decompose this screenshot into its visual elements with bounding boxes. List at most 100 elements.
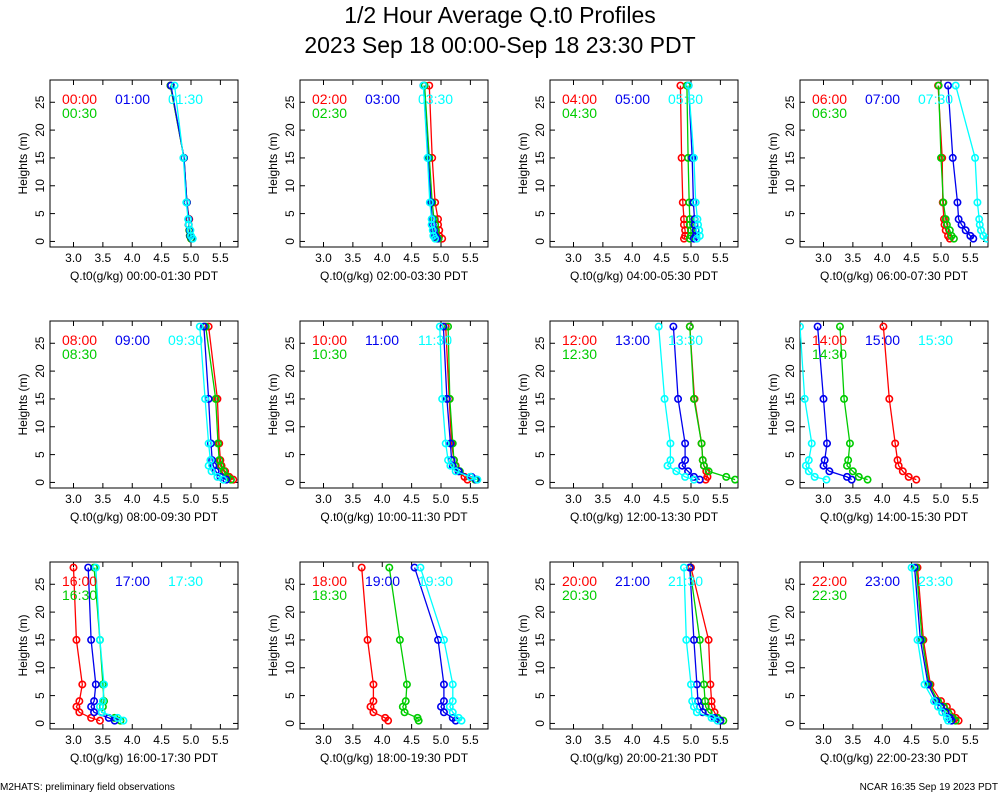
- x-tick-label: 3.5: [845, 251, 862, 265]
- legend-entry: 01:30: [168, 91, 203, 107]
- legend-entry: 17:30: [168, 573, 203, 589]
- series-line: [689, 326, 736, 481]
- data-point: [423, 153, 432, 162]
- x-tick-label: 5.0: [933, 251, 950, 265]
- x-tick-label: 4.0: [374, 733, 391, 747]
- x-tick-label: 4.0: [874, 251, 891, 265]
- data-point: [854, 472, 863, 481]
- x-tick-label: 4.5: [403, 733, 420, 747]
- y-tick-label: 20: [533, 123, 547, 137]
- x-tick-label: 3.5: [845, 492, 862, 506]
- data-point: [941, 215, 950, 224]
- data-point: [885, 394, 894, 403]
- data-point: [907, 563, 916, 572]
- data-point: [204, 322, 213, 331]
- data-point: [113, 713, 122, 722]
- x-tick-label: 4.0: [874, 733, 891, 747]
- data-point: [184, 215, 193, 224]
- data-point: [944, 81, 953, 90]
- y-tick-label: 5: [283, 451, 297, 458]
- data-point: [810, 472, 819, 481]
- data-point: [395, 635, 404, 644]
- x-tick-label: 3.0: [315, 492, 332, 506]
- data-point: [800, 322, 804, 331]
- legend-entry: 00:30: [62, 105, 97, 121]
- y-tick-label: 25: [283, 336, 297, 350]
- data-point: [804, 456, 813, 465]
- data-point: [419, 81, 428, 90]
- panel-frame: [549, 79, 739, 248]
- x-tick-label: 3.0: [65, 733, 82, 747]
- y-tick-label: 15: [533, 633, 547, 647]
- data-point: [213, 472, 222, 481]
- legend-entry: 13:00: [615, 332, 650, 348]
- y-axis-label: Heights (m): [766, 132, 780, 194]
- data-point: [75, 697, 84, 706]
- data-point: [446, 439, 455, 448]
- series-line: [439, 326, 478, 481]
- legend-entry: 09:30: [168, 332, 203, 348]
- x-axis-label: Q.t0(g/kg) 20:00-21:30 PDT: [570, 751, 719, 765]
- data-point: [920, 680, 929, 689]
- data-point: [681, 439, 690, 448]
- data-point: [938, 708, 947, 717]
- data-point: [823, 439, 832, 448]
- y-tick-label: 0: [283, 238, 297, 245]
- y-axis-label: Heights (m): [516, 373, 530, 435]
- data-point: [707, 713, 716, 722]
- x-tick-label: 3.0: [565, 251, 582, 265]
- data-point: [672, 467, 681, 476]
- y-tick-label: 0: [533, 238, 547, 245]
- y-tick-label: 5: [33, 692, 47, 699]
- y-tick-label: 0: [533, 479, 547, 486]
- legend-entry: 01:00: [115, 91, 150, 107]
- plot-area: [435, 322, 482, 484]
- y-tick-label: 15: [783, 392, 797, 406]
- x-tick-label: 5.5: [462, 251, 479, 265]
- data-point: [167, 81, 176, 90]
- x-axis-label: Q.t0(g/kg) 04:00-05:30 PDT: [570, 269, 719, 283]
- x-axis-label: Q.t0(g/kg) 00:00-01:30 PDT: [70, 269, 219, 283]
- x-axis-label: Q.t0(g/kg) 12:00-13:30 PDT: [570, 510, 719, 524]
- x-tick-label: 3.5: [345, 733, 362, 747]
- y-axis-label: Heights (m): [516, 132, 530, 194]
- y-tick-label: 0: [33, 238, 47, 245]
- data-point: [953, 198, 962, 207]
- data-point: [685, 215, 694, 224]
- data-point: [731, 475, 738, 484]
- y-tick-label: 5: [533, 451, 547, 458]
- x-tick-label: 4.0: [874, 492, 891, 506]
- x-tick-label: 4.5: [653, 733, 670, 747]
- profile-panel: 3.0 3.5 4.0 4.5 5.0 5.5 0 5 10 15 20 25 Q.t0(g/kg) 0…: [516, 79, 739, 283]
- data-point: [357, 563, 366, 572]
- data-point: [912, 475, 921, 484]
- data-point: [427, 220, 436, 229]
- data-point: [934, 702, 943, 711]
- y-axis-label: Heights (m): [16, 614, 30, 676]
- y-tick-label: 5: [783, 451, 797, 458]
- data-point: [439, 322, 448, 331]
- y-tick-label: 0: [783, 238, 797, 245]
- x-axis-label: Q.t0(g/kg) 22:00-23:30 PDT: [820, 751, 969, 765]
- x-tick-label: 5.5: [962, 733, 979, 747]
- profiles-chart-grid: 3.0 3.5 4.0 4.5 5.0 5.5 0 5 10 15 20 25 Q.t0(g/kg) 0…: [16, 79, 989, 765]
- data-point: [679, 563, 688, 572]
- legend-entry: 21:30: [668, 573, 703, 589]
- x-tick-label: 3.5: [95, 251, 112, 265]
- data-point: [439, 680, 448, 689]
- data-point: [451, 467, 460, 476]
- y-tick-label: 15: [33, 392, 47, 406]
- y-tick-label: 25: [783, 95, 797, 109]
- data-point: [942, 713, 951, 722]
- data-point: [948, 153, 957, 162]
- y-axis-label: Heights (m): [266, 373, 280, 435]
- legend-entry: 17:00: [115, 573, 150, 589]
- legend-entry: 05:00: [615, 91, 650, 107]
- x-tick-label: 4.5: [903, 733, 920, 747]
- legend-entry: 14:00: [812, 332, 847, 348]
- profile-panel: 3.0 3.5 4.0 4.5 5.0 5.5 0 5 10 15 20 25 Q.t0(g/kg) 2…: [516, 561, 739, 765]
- x-tick-label: 3.5: [95, 733, 112, 747]
- data-point: [363, 635, 372, 644]
- data-point: [835, 322, 844, 331]
- x-tick-label: 3.5: [95, 492, 112, 506]
